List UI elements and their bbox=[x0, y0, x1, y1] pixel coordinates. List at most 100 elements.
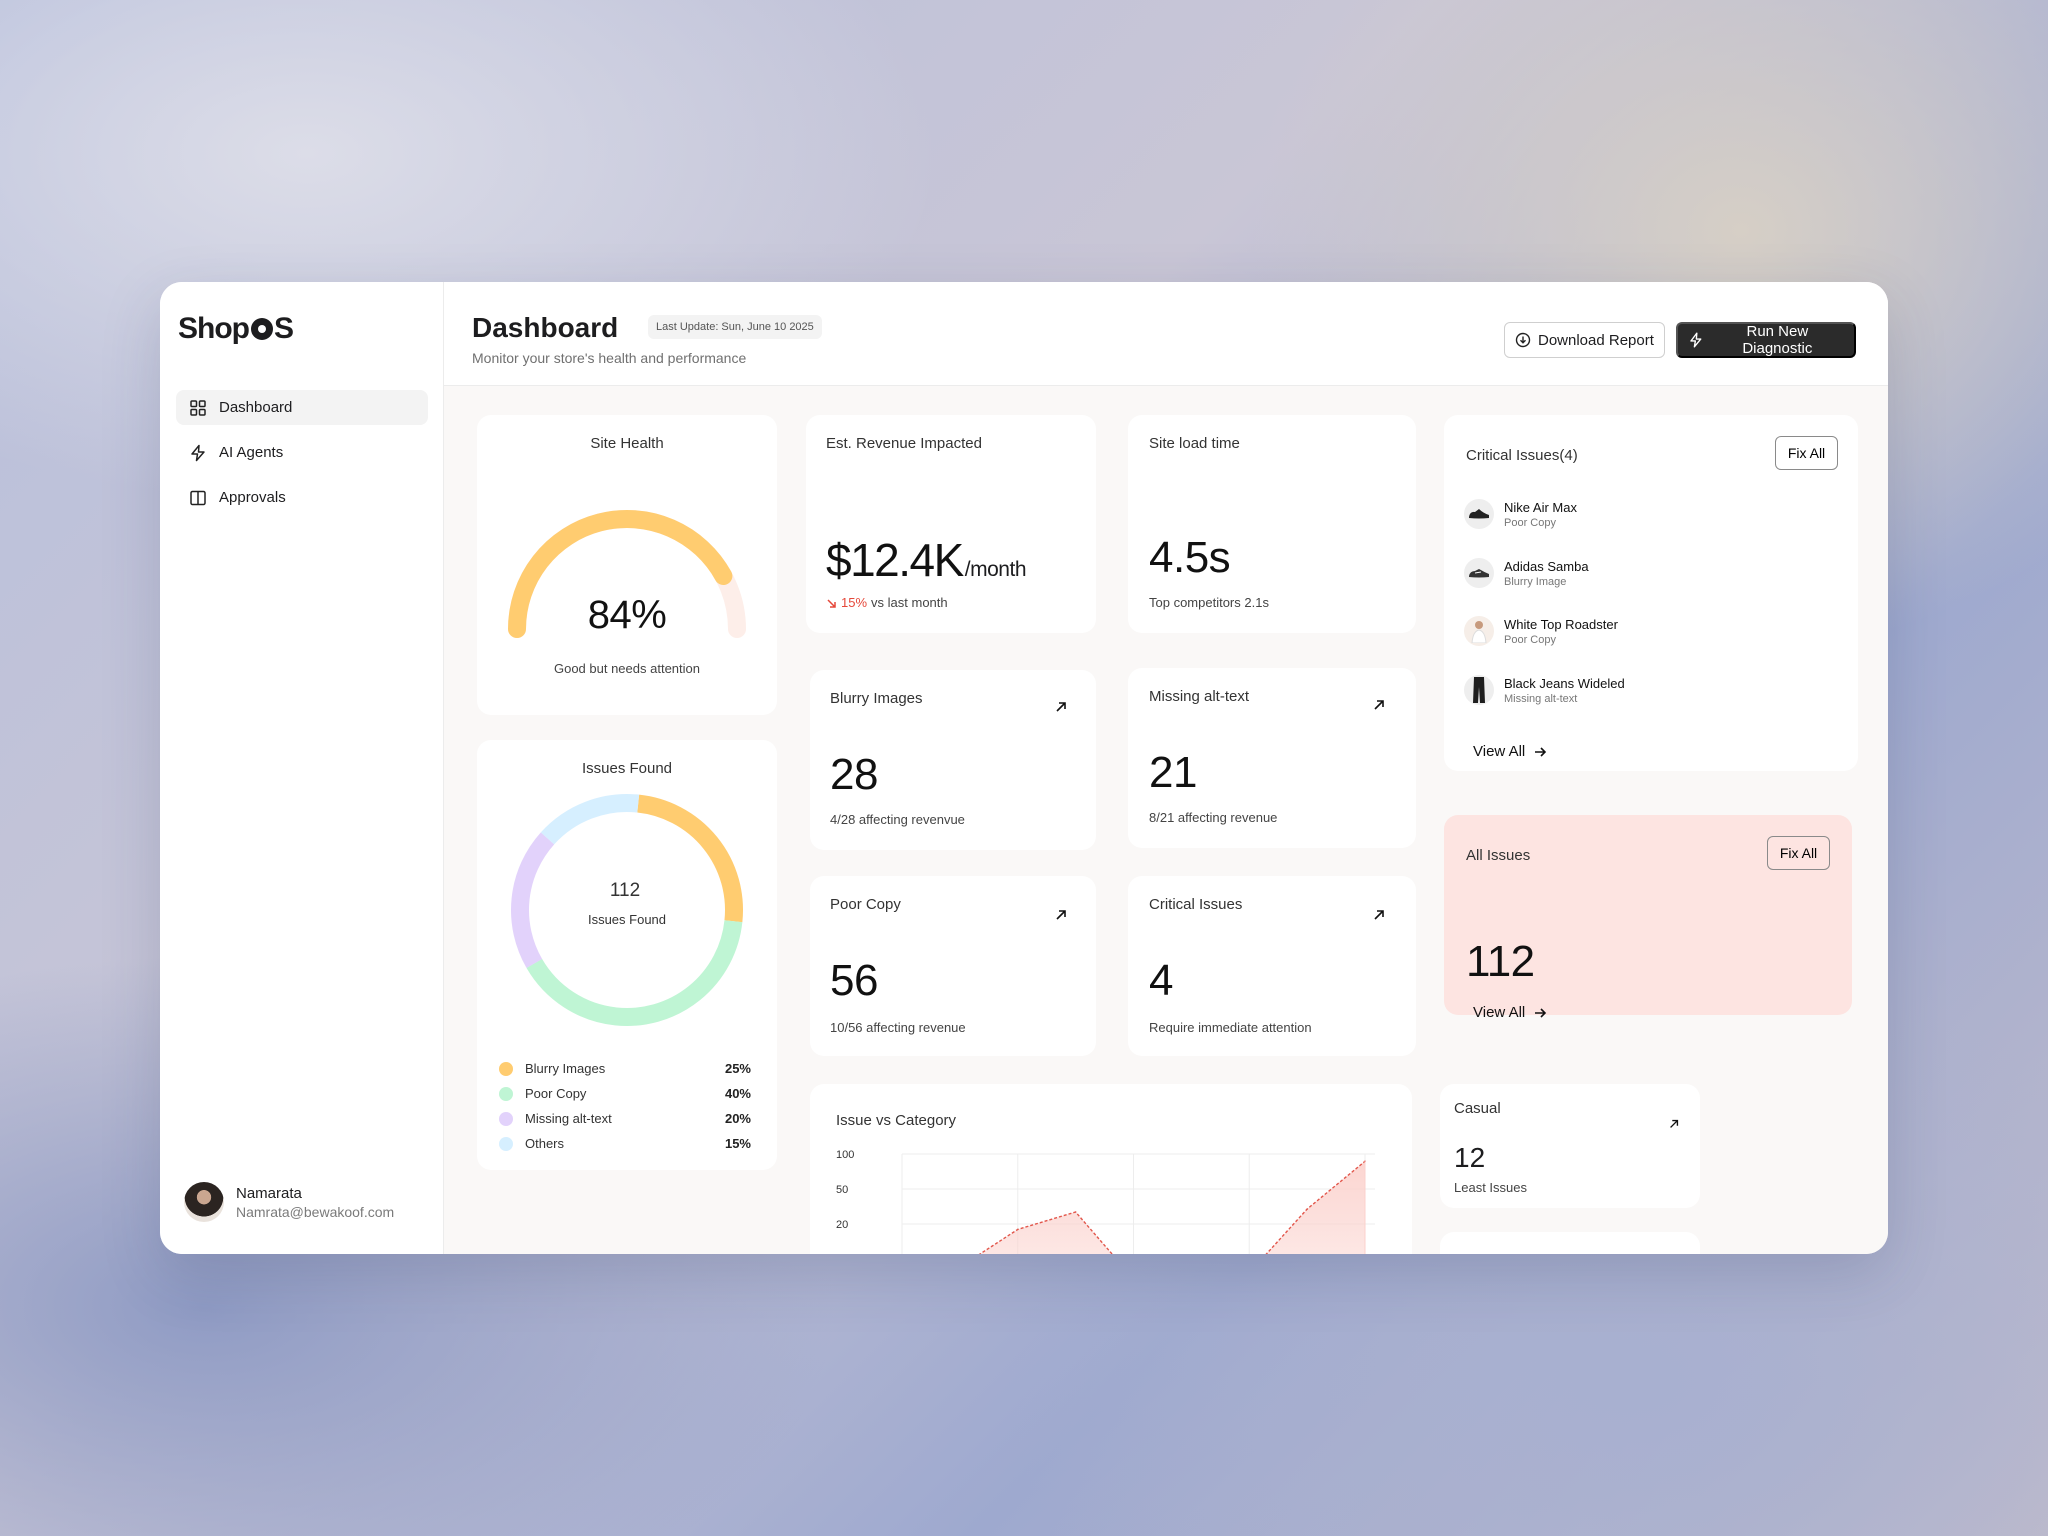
page-title: Dashboard bbox=[472, 312, 619, 343]
casual-card[interactable]: Casual 12 Least Issues bbox=[1440, 1084, 1700, 1208]
list-item[interactable]: Adidas Samba Blurry Image bbox=[1464, 558, 1589, 588]
download-report-button[interactable]: Download Report bbox=[1504, 322, 1665, 358]
casual-caption: Least Issues bbox=[1454, 1180, 1527, 1195]
blurry-images-card[interactable]: Blurry Images 28 4/28 affecting revenvue bbox=[810, 670, 1096, 850]
legend-percent: 15% bbox=[724, 1136, 751, 1151]
casual-label: Casual bbox=[1454, 1100, 1501, 1117]
revenue-change-value: 15% bbox=[841, 595, 868, 610]
legend-dot bbox=[499, 1086, 513, 1101]
blurry-images-label: Blurry Images bbox=[830, 690, 923, 707]
sidebar: Shop S Dashboard AI Agents Approvals Nama… bbox=[160, 282, 444, 1254]
revenue-label: Est. Revenue Impacted bbox=[826, 435, 982, 452]
download-report-label: Download Report bbox=[1538, 331, 1654, 349]
legend-label: Poor Copy bbox=[525, 1086, 587, 1101]
item-name: Adidas Samba bbox=[1504, 558, 1589, 574]
load-time-value: 4.5s bbox=[1149, 533, 1231, 582]
user-profile[interactable]: Namarata Namrata@bewakoof.com bbox=[184, 1182, 394, 1222]
revenue-change: 15% vs last month bbox=[826, 595, 948, 610]
page-subtitle: Monitor your store's health and performa… bbox=[472, 350, 747, 366]
revenue-value: $12.4K bbox=[826, 534, 964, 586]
fix-all-label: Fix All bbox=[1779, 845, 1818, 861]
list-item[interactable]: Black Jeans Wideled Missing alt-text bbox=[1464, 675, 1625, 705]
site-health-gauge bbox=[508, 510, 746, 638]
load-time-caption: Top competitors 2.1s bbox=[1149, 595, 1269, 610]
site-health-percent: 84% bbox=[587, 593, 667, 637]
brand-logo[interactable]: Shop S bbox=[178, 312, 294, 346]
view-all-link[interactable]: View All bbox=[1473, 743, 1547, 760]
logo-o-icon bbox=[251, 318, 273, 340]
item-name: Black Jeans Wideled bbox=[1504, 675, 1625, 691]
fix-all-button[interactable]: Fix All bbox=[1775, 436, 1838, 470]
legend-item: Poor Copy 40% bbox=[499, 1081, 751, 1106]
item-name: White Top Roadster bbox=[1504, 616, 1618, 632]
issues-total-caption: Issues Found bbox=[587, 912, 667, 927]
jeans-icon bbox=[1464, 675, 1494, 705]
page-header: Dashboard Last Update: Sun, June 10 2025… bbox=[444, 282, 1888, 386]
legend-label: Blurry Images bbox=[525, 1061, 606, 1076]
legend-dot bbox=[499, 1136, 513, 1151]
sidebar-nav: Dashboard AI Agents Approvals bbox=[176, 390, 428, 525]
legend-dot bbox=[499, 1061, 513, 1076]
casual-value: 12 bbox=[1454, 1142, 1486, 1173]
issue-vs-category-chart: 100 50 20 bbox=[836, 1149, 1375, 1254]
y-tick-label: 20 bbox=[836, 1219, 848, 1231]
load-time-label: Site load time bbox=[1149, 435, 1240, 452]
grid-icon bbox=[190, 399, 206, 416]
chart-title: Issue vs Category bbox=[836, 1112, 957, 1129]
critical-issues-label: Critical Issues bbox=[1149, 896, 1243, 913]
user-email: Namrata@bewakoof.com bbox=[236, 1203, 395, 1220]
missing-alt-text-card[interactable]: Missing alt-text 21 8/21 affecting reven… bbox=[1128, 668, 1416, 848]
critical-issues-card[interactable]: Critical Issues 4 Require immediate atte… bbox=[1128, 876, 1416, 1056]
critical-list-title: Critical Issues(4) bbox=[1466, 447, 1578, 464]
arrow-up-right-icon[interactable] bbox=[1054, 700, 1068, 714]
arrow-right-icon bbox=[1535, 746, 1547, 757]
view-all-link[interactable]: View All bbox=[1473, 1004, 1547, 1021]
brand-name-prefix: Shop bbox=[178, 312, 250, 345]
arrow-right-icon bbox=[1535, 1007, 1547, 1018]
revenue-card: Est. Revenue Impacted $12.4K /month 15% … bbox=[806, 415, 1096, 633]
category-card[interactable] bbox=[1440, 1232, 1700, 1254]
arrow-up-right-icon[interactable] bbox=[1372, 698, 1386, 712]
view-all-label: View All bbox=[1473, 1004, 1526, 1021]
critical-issues-value: 4 bbox=[1149, 956, 1173, 1005]
sidebar-item-dashboard[interactable]: Dashboard bbox=[176, 390, 428, 425]
y-tick-label: 50 bbox=[836, 1184, 848, 1196]
poor-copy-card[interactable]: Poor Copy 56 10/56 affecting revenue bbox=[810, 876, 1096, 1056]
missing-alt-text-value: 21 bbox=[1149, 748, 1197, 797]
y-tick-label: 100 bbox=[836, 1149, 854, 1161]
area-fill bbox=[980, 1161, 1365, 1254]
site-health-caption: Good but needs attention bbox=[553, 661, 700, 676]
issues-donut-chart bbox=[511, 794, 743, 1026]
gauge-fill bbox=[508, 510, 733, 638]
legend-item: Blurry Images 25% bbox=[499, 1056, 751, 1081]
donut-segment-3 bbox=[511, 794, 743, 1026]
issues-legend: Blurry Images 25% Poor Copy 40% Missing al… bbox=[499, 1056, 751, 1156]
sidebar-item-label: AI Agents bbox=[219, 444, 284, 461]
brand-name-suffix: S bbox=[274, 312, 294, 345]
run-diagnostic-button[interactable]: Run New Diagnostic bbox=[1676, 322, 1856, 358]
sidebar-item-ai-agents[interactable]: AI Agents bbox=[176, 435, 428, 470]
arrow-up-right-icon[interactable] bbox=[1372, 908, 1386, 922]
all-issues-label: All Issues bbox=[1466, 847, 1531, 864]
all-issues-card: All Issues Fix All 112 View All bbox=[1444, 815, 1852, 1021]
blurry-images-value: 28 bbox=[830, 750, 878, 799]
sidebar-item-approvals[interactable]: Approvals bbox=[176, 480, 428, 515]
sneaker-icon bbox=[1464, 499, 1494, 529]
list-item[interactable]: White Top Roadster Poor Copy bbox=[1464, 616, 1618, 646]
view-all-label: View All bbox=[1473, 743, 1526, 760]
legend-dot bbox=[499, 1111, 513, 1126]
site-health-label: Site Health bbox=[590, 435, 664, 452]
arrow-up-right-icon[interactable] bbox=[1668, 1118, 1680, 1130]
donut-segment-1 bbox=[511, 794, 743, 1026]
legend-percent: 20% bbox=[724, 1111, 751, 1126]
fix-all-button[interactable]: Fix All bbox=[1767, 836, 1830, 870]
main-content: Dashboard Last Update: Sun, June 10 2025… bbox=[444, 282, 1888, 1254]
arrow-up-right-icon[interactable] bbox=[1054, 908, 1068, 922]
sidebar-item-label: Dashboard bbox=[219, 399, 293, 416]
item-type: Poor Copy bbox=[1504, 633, 1556, 646]
avatar bbox=[184, 1182, 224, 1222]
load-time-card: Site load time 4.5s Top competitors 2.1s bbox=[1128, 415, 1416, 633]
legend-percent: 25% bbox=[724, 1061, 751, 1076]
list-item[interactable]: Nike Air Max Poor Copy bbox=[1464, 499, 1577, 529]
site-health-card: Site Health 84% Good but needs attention bbox=[477, 415, 777, 715]
